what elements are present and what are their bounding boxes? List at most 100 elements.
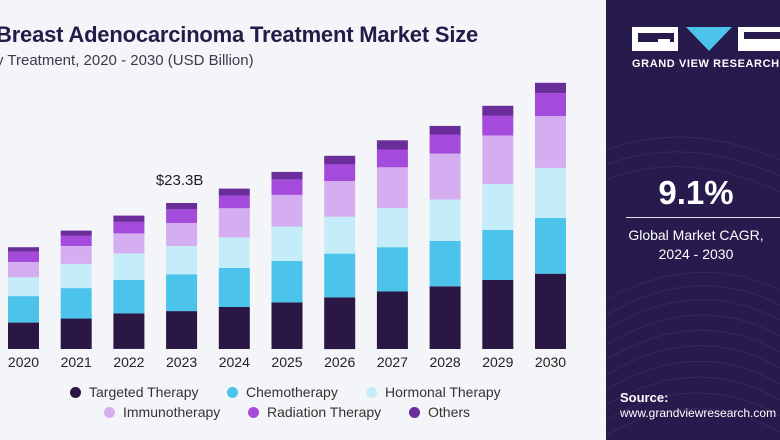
cagr-label-line: 2024 - 2030 [658, 246, 734, 262]
bar-segment-hormonal-therapy-2020 [8, 277, 39, 297]
legend-label: Targeted Therapy [89, 384, 199, 400]
bar-segment-chemotherapy-2021 [60, 288, 92, 319]
bar-segment-hormonal-therapy-2029 [482, 184, 514, 230]
bar-segment-immunotherapy-2025 [271, 194, 303, 227]
bar-segment-others-2026 [324, 155, 356, 165]
x-tick-label: 2023 [166, 354, 197, 370]
bar-segment-targeted-therapy-2026 [324, 297, 356, 350]
legend-item-chemotherapy: Chemotherapy [227, 384, 338, 400]
bar-segment-hormonal-therapy-2023 [166, 246, 198, 275]
bar-segment-radiation-therapy-2021 [60, 235, 92, 246]
x-tick-label: 2026 [324, 354, 355, 370]
bar-segment-immunotherapy-2024 [218, 208, 250, 238]
bar-segment-immunotherapy-2030 [535, 116, 566, 168]
legend-label: Immunotherapy [123, 404, 221, 420]
divider [626, 217, 780, 218]
bar-segment-hormonal-therapy-2027 [376, 208, 408, 248]
chart-subtitle: y Treatment, 2020 - 2030 (USD Billion) [0, 52, 254, 69]
bar-segment-chemotherapy-2023 [166, 274, 198, 312]
bar-segment-radiation-therapy-2022 [113, 221, 145, 234]
bar-segment-radiation-therapy-2026 [324, 164, 356, 182]
x-tick-label: 2025 [271, 354, 302, 370]
source-link[interactable]: www.grandviewresearch.com [620, 406, 777, 420]
bar-segment-chemotherapy-2028 [429, 240, 461, 287]
bar-segment-chemotherapy-2026 [324, 253, 356, 298]
source-title: Source: [620, 390, 669, 405]
legend-swatch [227, 386, 238, 398]
bar-segment-radiation-therapy-2024 [218, 195, 250, 209]
legend-label: Hormonal Therapy [385, 384, 501, 400]
x-tick-label: 2027 [377, 354, 408, 370]
bar-segment-targeted-therapy-2021 [60, 318, 92, 349]
bar-segment-chemotherapy-2024 [218, 267, 250, 307]
bar-segment-immunotherapy-2020 [8, 262, 39, 278]
brand-name: GRAND VIEW RESEARCH [632, 58, 780, 70]
bar-segment-targeted-therapy-2028 [429, 286, 461, 349]
legend-swatch [366, 386, 377, 398]
grand-view-research-logo [632, 27, 780, 51]
bar-segment-targeted-therapy-2025 [271, 302, 303, 349]
legend-swatch [70, 386, 81, 398]
bar-segment-chemotherapy-2030 [535, 217, 566, 274]
bar-segment-immunotherapy-2021 [60, 246, 92, 264]
bar-segment-immunotherapy-2028 [429, 153, 461, 200]
bar-segment-others-2023 [166, 203, 198, 210]
legend-label: Chemotherapy [246, 384, 338, 400]
bar-segment-chemotherapy-2027 [376, 247, 408, 292]
bar-segment-targeted-therapy-2020 [8, 322, 39, 349]
legend-label: Others [428, 404, 471, 420]
chart-title: Breast Adenocarcinoma Treatment Market S… [0, 22, 479, 47]
bar-segment-others-2025 [271, 171, 303, 180]
cagr-value: 9.1% [658, 174, 734, 211]
x-tick-label: 2022 [113, 354, 144, 370]
x-tick-label: 2028 [430, 354, 461, 370]
bar-segment-radiation-therapy-2028 [429, 134, 461, 154]
x-tick-label: 2021 [61, 354, 92, 370]
bar-segment-hormonal-therapy-2024 [218, 237, 250, 268]
bar-segment-chemotherapy-2020 [8, 296, 39, 323]
chart-legend: Targeted Therapy Chemotherapy Hormonal T… [0, 384, 606, 434]
bar-segment-targeted-therapy-2027 [376, 291, 408, 349]
legend-item-targeted-therapy: Targeted Therapy [70, 384, 198, 400]
bar-segment-immunotherapy-2023 [166, 223, 198, 247]
bar-segment-radiation-therapy-2023 [166, 209, 198, 224]
bar-segment-targeted-therapy-2029 [482, 280, 514, 349]
decorative-lines [606, 136, 780, 436]
bar-segment-others-2024 [218, 188, 250, 196]
x-tick-label: 2020 [8, 354, 39, 370]
bar-segment-chemotherapy-2022 [113, 280, 145, 314]
bar-segment-radiation-therapy-2027 [376, 149, 408, 168]
bar-segment-chemotherapy-2029 [482, 230, 514, 280]
legend-swatch [409, 406, 420, 418]
summary-panel: GRAND VIEW RESEARCH 9.1% Global Market C… [606, 0, 780, 440]
stacked-bar-chart: 2020 2021 2022 2023 2024 2025 2026 2027 2028 2029… [8, 82, 566, 370]
bar-segment-others-2022 [113, 215, 145, 222]
bar-segment-radiation-therapy-2029 [482, 115, 514, 136]
bar-segment-immunotherapy-2022 [113, 233, 145, 254]
bar-segment-chemotherapy-2025 [271, 261, 303, 303]
bar-segment-hormonal-therapy-2030 [535, 167, 566, 218]
legend-item-others: Others [409, 404, 470, 420]
x-tick-label: 2029 [482, 354, 513, 370]
bar-segment-others-2027 [376, 140, 408, 150]
cagr-label-line: Global Market CAGR, [628, 227, 764, 243]
bar-segment-hormonal-therapy-2026 [324, 216, 356, 254]
bar-segment-hormonal-therapy-2025 [271, 226, 303, 261]
legend-swatch [248, 406, 259, 418]
bar-segment-others-2028 [429, 125, 461, 135]
data-label-total: $23.3B [156, 172, 204, 189]
cagr-label: Global Market CAGR, 2024 - 2030 [606, 226, 780, 264]
bar-segment-others-2029 [482, 105, 514, 116]
bar-segment-radiation-therapy-2030 [535, 93, 566, 117]
bar-segment-targeted-therapy-2030 [535, 273, 566, 349]
bar-segment-targeted-therapy-2023 [166, 311, 198, 349]
x-tick-label: 2030 [535, 354, 566, 370]
bar-segment-others-2021 [60, 230, 92, 236]
legend-item-radiation-therapy: Radiation Therapy [248, 404, 381, 420]
legend-swatch [104, 406, 115, 418]
bar-segment-radiation-therapy-2020 [8, 251, 39, 263]
bar-segment-immunotherapy-2026 [324, 181, 356, 217]
bar-segment-targeted-therapy-2024 [218, 307, 250, 349]
bar-segment-immunotherapy-2029 [482, 135, 514, 184]
legend-item-hormonal-therapy: Hormonal Therapy [366, 384, 501, 400]
